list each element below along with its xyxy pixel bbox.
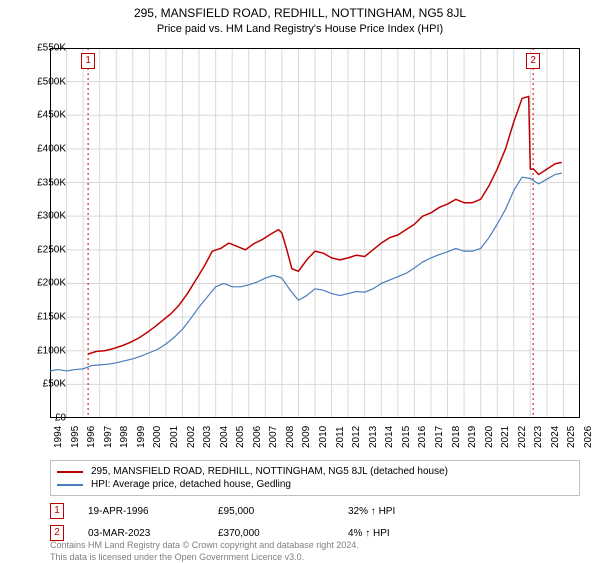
x-tick-label: 2020 — [484, 426, 495, 448]
x-tick-label: 2023 — [533, 426, 544, 448]
legend-swatch — [57, 484, 83, 486]
x-tick-label: 2019 — [467, 426, 478, 448]
y-tick-label: £400K — [6, 143, 66, 154]
chart-marker-1: 1 — [81, 53, 95, 69]
x-tick-label: 2026 — [583, 426, 594, 448]
y-tick-label: £100K — [6, 345, 66, 356]
y-tick-label: £350K — [6, 177, 66, 188]
page-title: 295, MANSFIELD ROAD, REDHILL, NOTTINGHAM… — [0, 0, 600, 20]
data-row-marker: 1 — [50, 503, 64, 519]
x-tick-label: 2005 — [235, 426, 246, 448]
data-row-price: £370,000 — [218, 528, 348, 539]
page-subtitle: Price paid vs. HM Land Registry's House … — [0, 20, 600, 35]
x-tick-label: 2018 — [451, 426, 462, 448]
y-tick-label: £300K — [6, 211, 66, 222]
x-tick-label: 2014 — [384, 426, 395, 448]
x-tick-label: 2015 — [401, 426, 412, 448]
y-tick-label: £150K — [6, 312, 66, 323]
y-tick-label: £0 — [6, 413, 66, 424]
x-tick-label: 2003 — [202, 426, 213, 448]
footer-line: Contains HM Land Registry data © Crown c… — [50, 540, 580, 552]
legend-swatch — [57, 471, 83, 473]
line-chart-svg — [50, 48, 580, 418]
x-tick-label: 2016 — [417, 426, 428, 448]
legend-row: HPI: Average price, detached house, Gedl… — [57, 478, 573, 491]
x-tick-label: 2004 — [219, 426, 230, 448]
y-tick-label: £450K — [6, 110, 66, 121]
x-tick-label: 2006 — [252, 426, 263, 448]
legend-label: 295, MANSFIELD ROAD, REDHILL, NOTTINGHAM… — [91, 466, 448, 477]
legend-row: 295, MANSFIELD ROAD, REDHILL, NOTTINGHAM… — [57, 465, 573, 478]
data-row-price: £95,000 — [218, 506, 348, 517]
x-tick-label: 2000 — [152, 426, 163, 448]
x-tick-label: 2010 — [318, 426, 329, 448]
data-row-date: 03-MAR-2023 — [88, 528, 218, 539]
footer-line: This data is licensed under the Open Gov… — [50, 552, 580, 563]
x-tick-label: 2017 — [434, 426, 445, 448]
x-tick-label: 2001 — [169, 426, 180, 448]
x-tick-label: 1998 — [119, 426, 130, 448]
x-tick-label: 1996 — [86, 426, 97, 448]
x-tick-label: 2011 — [335, 426, 346, 448]
x-tick-label: 1994 — [53, 426, 64, 448]
x-tick-label: 2008 — [285, 426, 296, 448]
chart-container: 295, MANSFIELD ROAD, REDHILL, NOTTINGHAM… — [0, 0, 600, 560]
x-tick-label: 1997 — [103, 426, 114, 448]
data-row-delta: 4% ↑ HPI — [348, 528, 478, 539]
chart-marker-2: 2 — [526, 53, 540, 69]
y-tick-label: £550K — [6, 43, 66, 54]
y-tick-label: £500K — [6, 76, 66, 87]
chart-area — [50, 48, 580, 418]
data-row: 1 19-APR-1996£95,00032% ↑ HPI — [50, 500, 580, 522]
y-tick-label: £200K — [6, 278, 66, 289]
x-tick-label: 2021 — [500, 426, 511, 448]
legend-label: HPI: Average price, detached house, Gedl… — [91, 479, 291, 490]
x-tick-label: 2024 — [550, 426, 561, 448]
x-tick-label: 1995 — [70, 426, 81, 448]
y-tick-label: £50K — [6, 379, 66, 390]
data-rows: 1 19-APR-1996£95,00032% ↑ HPI 2 03-MAR-2023… — [50, 500, 580, 544]
data-row-date: 19-APR-1996 — [88, 506, 218, 517]
x-tick-label: 2002 — [186, 426, 197, 448]
x-tick-label: 2025 — [566, 426, 577, 448]
x-tick-label: 2007 — [268, 426, 279, 448]
data-row-marker: 2 — [50, 525, 64, 541]
x-tick-label: 2013 — [368, 426, 379, 448]
data-row-delta: 32% ↑ HPI — [348, 506, 478, 517]
legend: 295, MANSFIELD ROAD, REDHILL, NOTTINGHAM… — [50, 460, 580, 496]
x-tick-label: 2009 — [301, 426, 312, 448]
x-tick-label: 2022 — [517, 426, 528, 448]
x-tick-label: 1999 — [136, 426, 147, 448]
x-tick-label: 2012 — [351, 426, 362, 448]
y-tick-label: £250K — [6, 244, 66, 255]
